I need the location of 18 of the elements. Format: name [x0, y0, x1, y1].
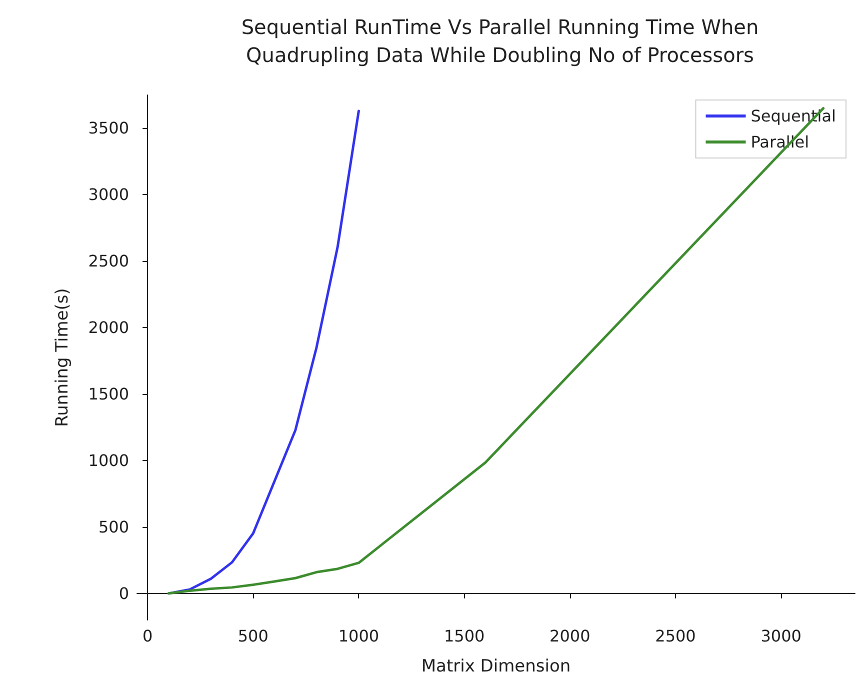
y-tick-label: 3000: [88, 185, 129, 204]
x-tick-label: 2500: [655, 626, 696, 646]
y-tick-label: 2500: [88, 252, 129, 271]
x-axis-title: Matrix Dimension: [421, 656, 571, 676]
y-tick-label: 3500: [88, 118, 129, 138]
y-tick-label: 1000: [88, 451, 129, 470]
y-tick-label: 0: [118, 584, 129, 603]
x-tick-label: 1000: [338, 626, 380, 646]
x-tick-label: 0: [142, 626, 153, 646]
x-tick-label: 2000: [550, 626, 590, 646]
y-axis-title: Running Time(s): [52, 288, 72, 427]
chart-title: Sequential RunTime Vs Parallel Running Time When Quadrupling Data While Doubling No of Processors: [241, 15, 759, 67]
x-tick-label: 500: [238, 626, 268, 646]
y-tick-label: 2000: [88, 318, 129, 338]
y-tick-label: 500: [98, 517, 129, 536]
x-tick-label: 3000: [760, 626, 802, 646]
x-tick-label: 1500: [444, 626, 485, 646]
y-tick-label: 1500: [88, 384, 129, 404]
